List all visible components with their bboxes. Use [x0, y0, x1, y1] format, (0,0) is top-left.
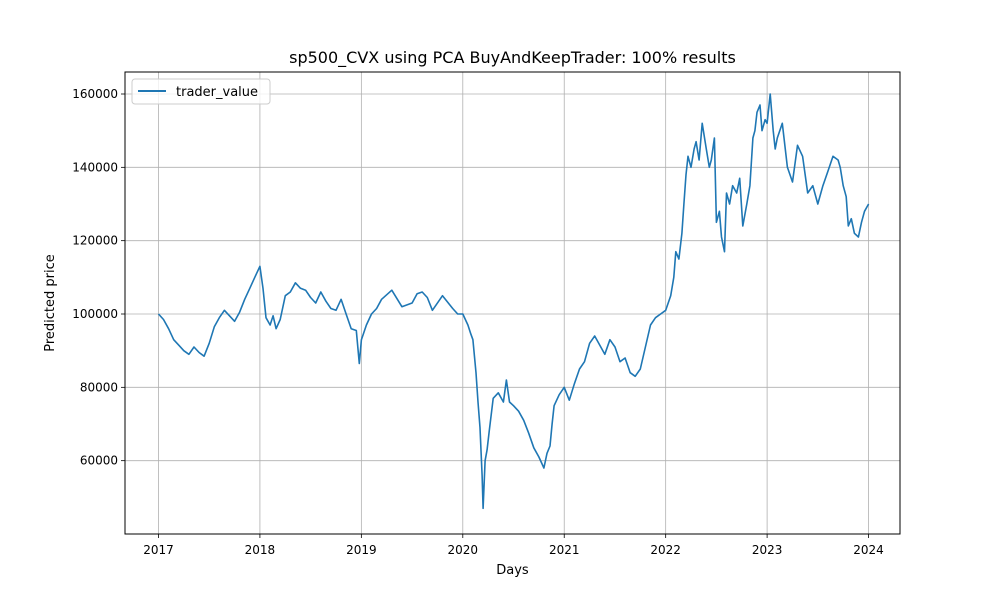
- y-tick-label: 60000: [80, 454, 118, 468]
- x-tick-label: 2019: [346, 543, 377, 557]
- x-tick-label: 2023: [752, 543, 783, 557]
- x-tick-label: 2022: [650, 543, 681, 557]
- y-tick-label: 140000: [72, 160, 118, 174]
- y-tick-label: 160000: [72, 87, 118, 101]
- legend-label: trader_value: [176, 85, 258, 100]
- x-tick-label: 2020: [448, 543, 479, 557]
- x-tick-label: 2018: [245, 543, 276, 557]
- legend-box: [131, 78, 271, 105]
- x-tick-label: 2021: [549, 543, 580, 557]
- plot-area-frame: [124, 71, 901, 535]
- x-axis: 2017 2018 2019 2020 2021 2022 2023 2024: [143, 534, 884, 557]
- y-tick-label: 100000: [72, 307, 118, 321]
- y-tick-label: 80000: [80, 380, 118, 394]
- y-axis-label: Predicted price: [43, 254, 58, 352]
- x-tick-label: 2024: [853, 543, 884, 557]
- series-layer: [157, 93, 870, 510]
- x-axis-label: Days: [496, 563, 529, 578]
- y-axis: 60000 80000 100000 120000 140000 160000: [72, 87, 125, 468]
- grid: [125, 72, 900, 534]
- legend: trader_value: [131, 78, 271, 105]
- x-tick-label: 2017: [143, 543, 174, 557]
- chart-title: sp500_CVX using PCA BuyAndKeepTrader: 10…: [289, 48, 736, 68]
- series-line-trader-value: [157, 93, 870, 510]
- y-tick-label: 120000: [72, 234, 118, 248]
